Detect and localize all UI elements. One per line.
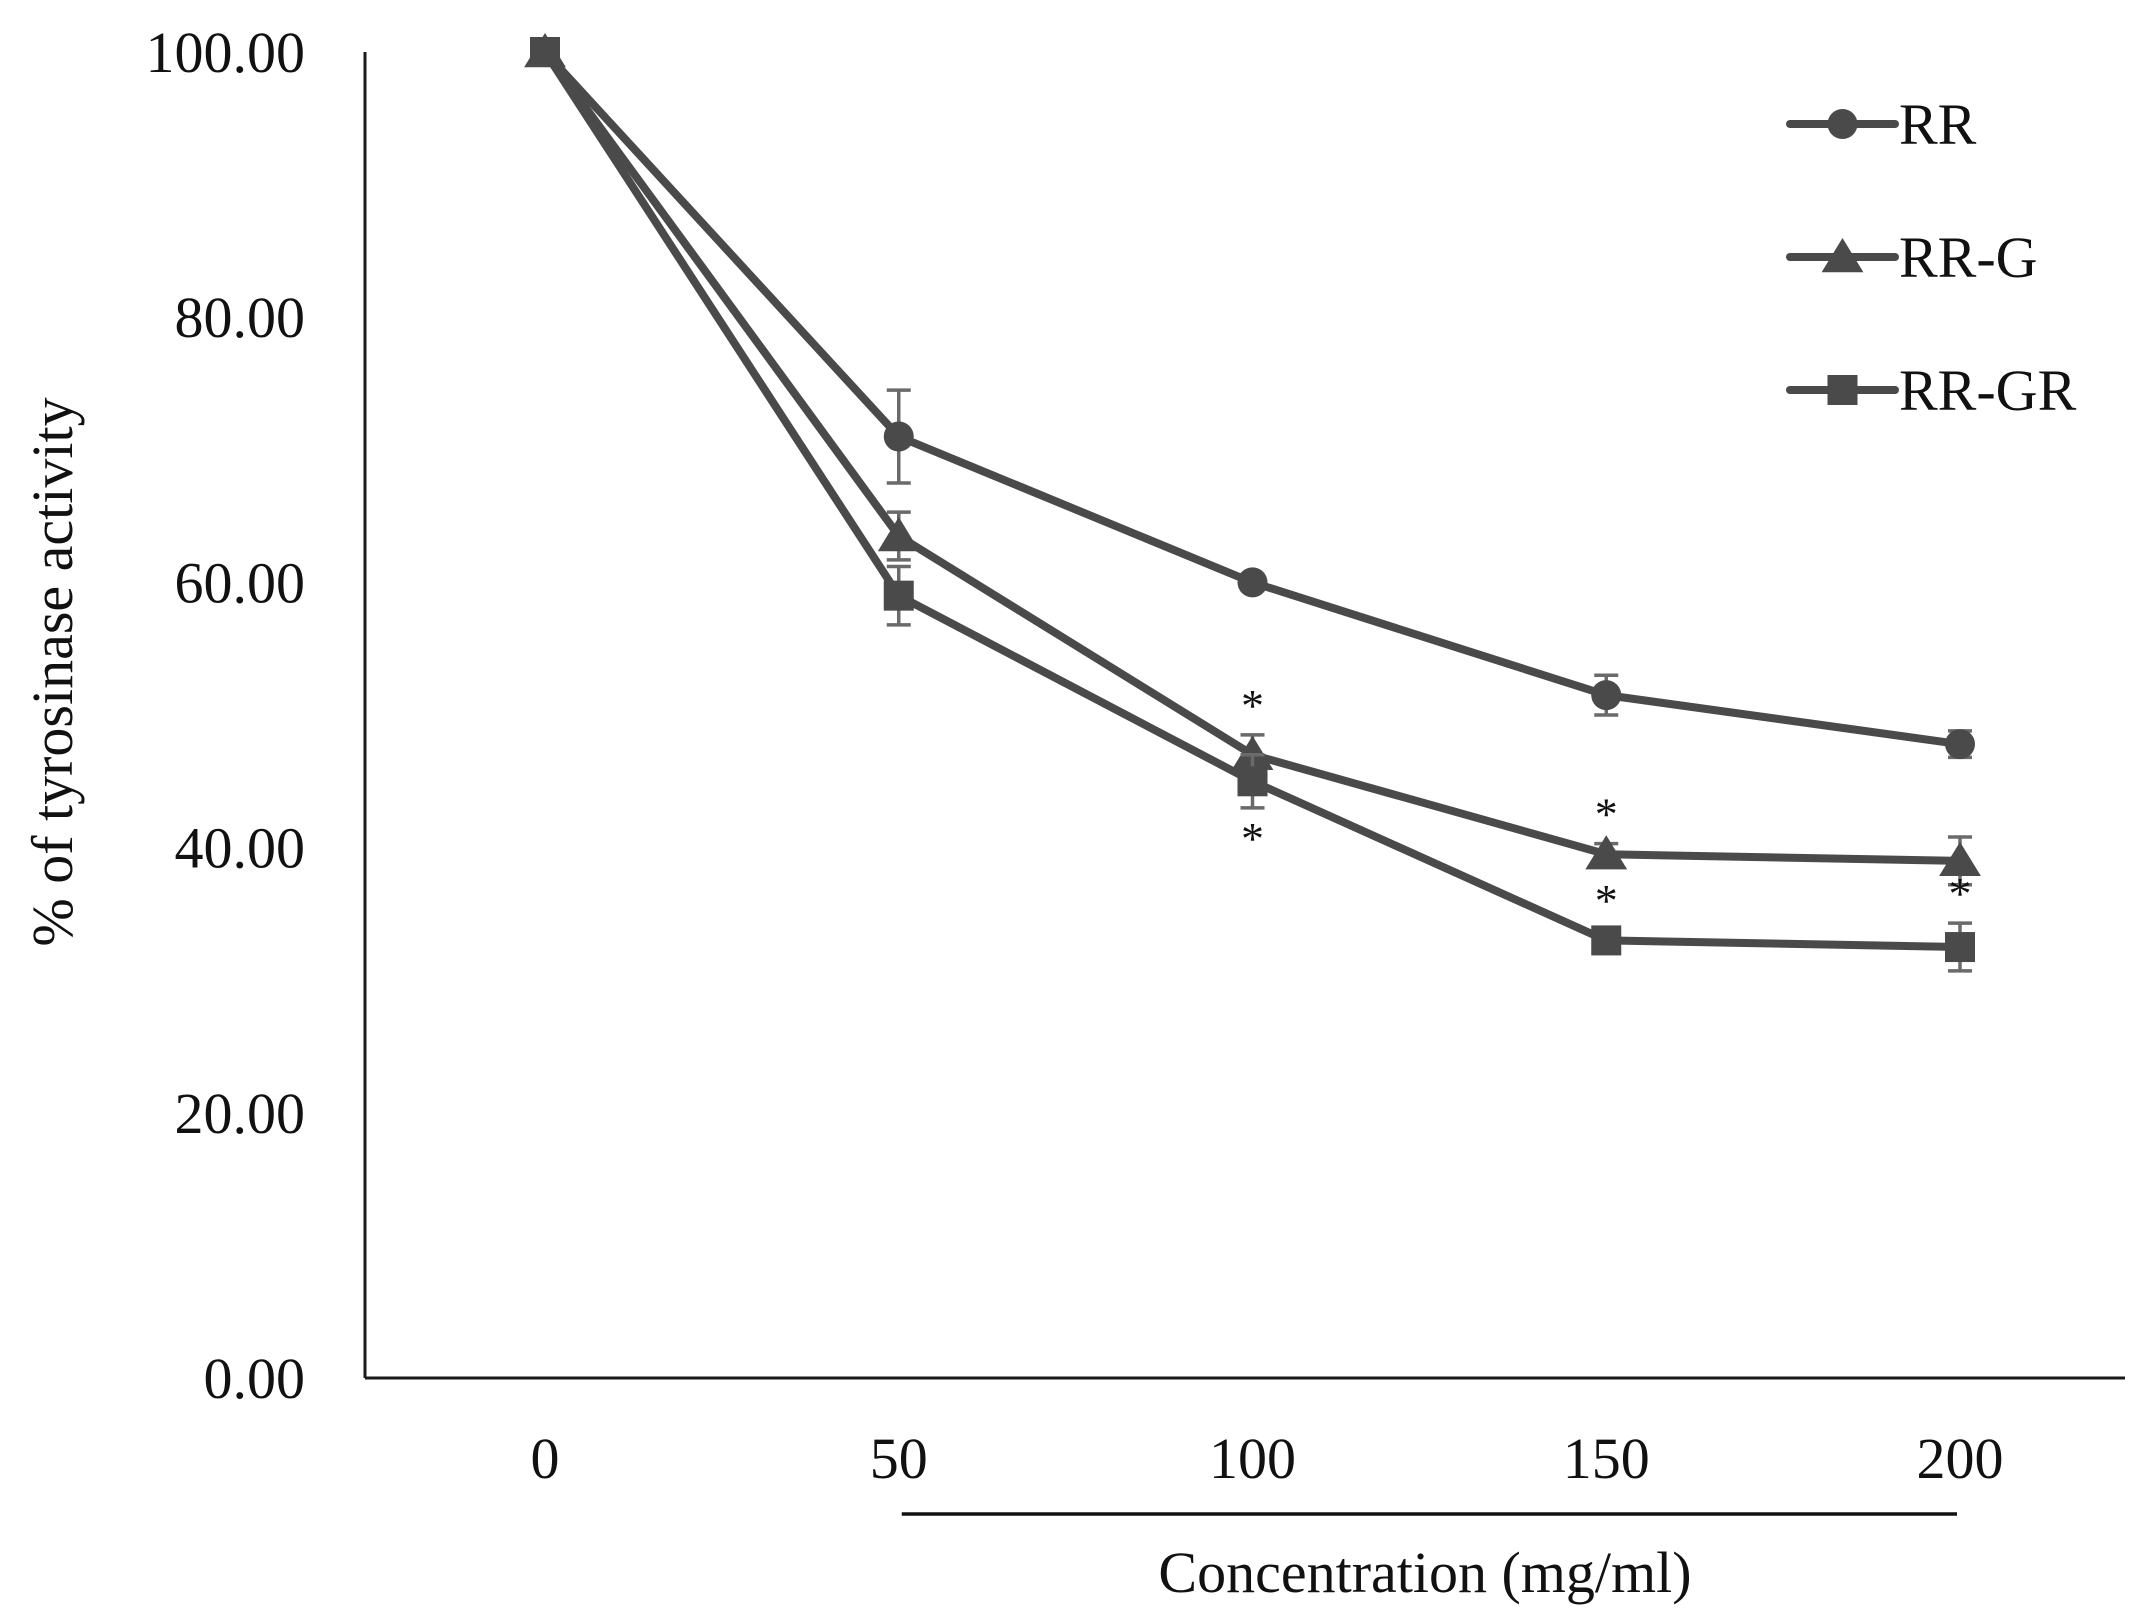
data-point-circle xyxy=(883,421,914,452)
x-tick-label: 0 xyxy=(531,1426,560,1491)
data-point-circle xyxy=(1945,729,1975,760)
data-point-square xyxy=(1945,932,1975,963)
y-tick-label: 80.00 xyxy=(175,285,306,350)
data-point-triangle xyxy=(877,516,920,552)
significance-asterisk: * xyxy=(1595,789,1618,840)
significance-asterisk: * xyxy=(1949,868,1972,919)
data-point-square xyxy=(1591,925,1622,956)
series-line xyxy=(541,48,1964,749)
series-rr xyxy=(530,37,1975,760)
y-tick-label: 0.00 xyxy=(204,1346,306,1411)
x-tick-label: 150 xyxy=(1563,1426,1650,1491)
data-point-square xyxy=(883,580,914,611)
data-point-triangle xyxy=(1585,835,1628,870)
series-layer xyxy=(524,33,1981,973)
x-tick-label: 100 xyxy=(1209,1426,1296,1491)
data-point-circle xyxy=(1237,567,1268,598)
y-tick-label: 40.00 xyxy=(175,816,306,881)
y-axis-title: % of tyrosinase activity xyxy=(20,397,85,946)
legend-label: RR-G xyxy=(1899,225,2038,290)
x-tick-label: 50 xyxy=(870,1426,928,1491)
data-point-square xyxy=(530,37,560,67)
y-tick-label: 100.00 xyxy=(146,20,306,85)
data-point-circle xyxy=(1591,680,1622,711)
axes xyxy=(363,52,2125,1380)
y-tick-label: 20.00 xyxy=(175,1081,306,1146)
legend-entry-rr: RR xyxy=(1786,92,1977,157)
significance-asterisk: * xyxy=(1241,680,1264,731)
legend: RR RR-G RR-GR xyxy=(1786,92,2077,423)
significance-markers: * * * * * xyxy=(1241,680,1972,926)
significance-asterisk: * xyxy=(1241,813,1264,864)
y-tick-label: 60.00 xyxy=(175,550,306,615)
legend-entry-rr-gr: RR-GR xyxy=(1786,358,2077,423)
x-tick-label: 200 xyxy=(1917,1426,2004,1491)
legend-marker-square xyxy=(1827,375,1858,405)
x-tick-labels: 0 50 100 150 200 xyxy=(531,1426,2004,1491)
legend-marker-circle xyxy=(1827,109,1858,139)
data-point-triangle xyxy=(1231,735,1274,770)
legend-marker-triangle xyxy=(1821,238,1864,273)
legend-label: RR-GR xyxy=(1899,358,2077,423)
x-axis-title: Concentration (mg/ml) xyxy=(1158,1540,1691,1605)
y-tick-labels: 0.00 20.00 40.00 60.00 80.00 100.00 xyxy=(146,20,306,1411)
legend-label: RR xyxy=(1899,92,1977,157)
series-rr-gr xyxy=(530,37,1975,973)
significance-asterisk: * xyxy=(1595,875,1618,926)
data-point-square xyxy=(1237,766,1268,797)
legend-entry-rr-g: RR-G xyxy=(1786,225,2038,290)
data-point-triangle xyxy=(1939,841,1981,877)
